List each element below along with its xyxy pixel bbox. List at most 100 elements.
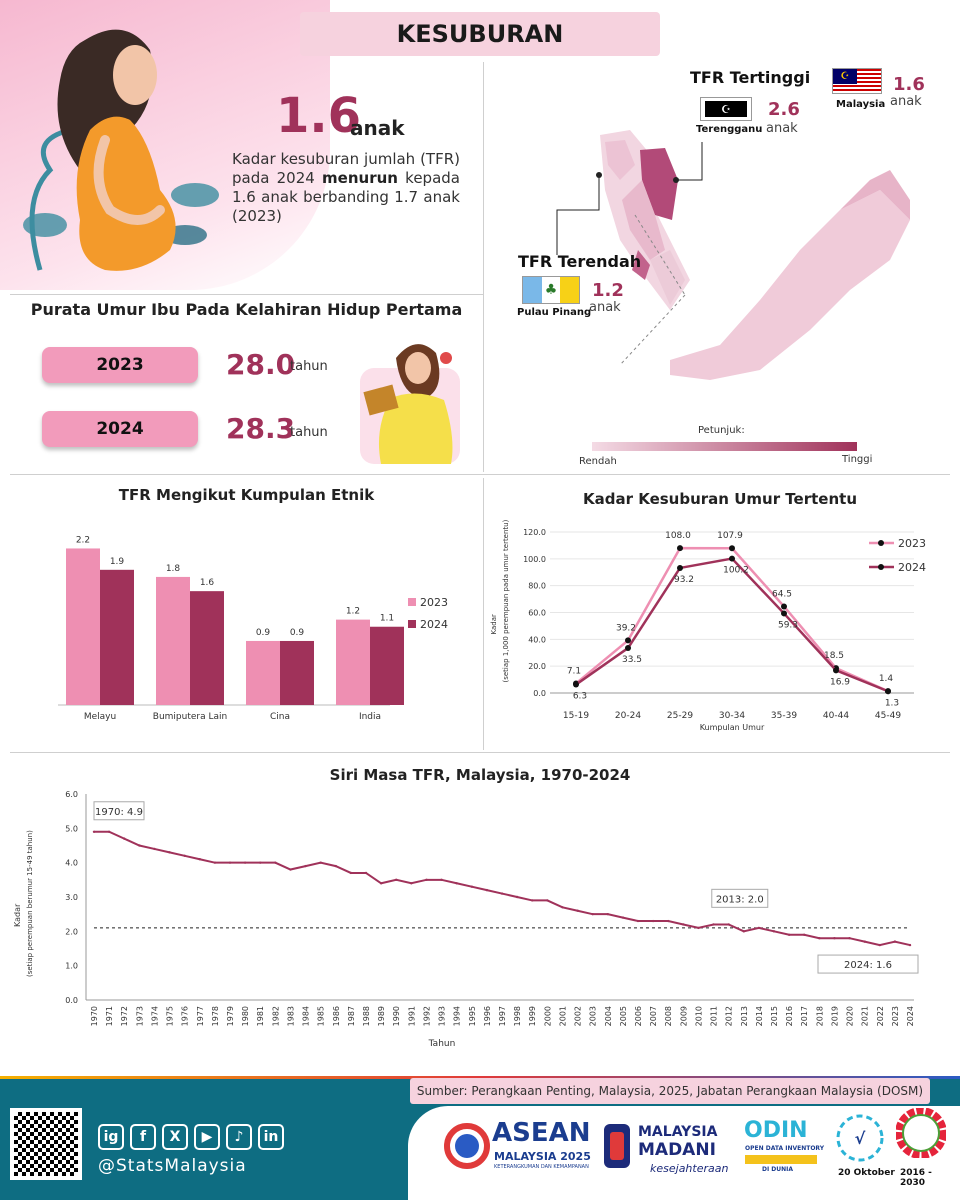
tiktok-icon[interactable]: ♪ <box>226 1124 252 1150</box>
age-unit-2024: tahun <box>290 425 328 440</box>
ts-point-2019 <box>833 937 836 940</box>
instagram-icon[interactable]: ig <box>98 1124 124 1150</box>
ts-point-1987 <box>349 871 353 875</box>
ts-xtick-1993: 1993 <box>438 1006 447 1026</box>
national-unit: anak <box>890 94 922 109</box>
divider-vertical-bottom <box>483 478 484 750</box>
highest-leader-line <box>673 142 703 183</box>
odin-logo-bar <box>745 1155 817 1164</box>
ts-annotation-box-0 <box>93 801 145 821</box>
national-label: Malaysia <box>836 99 886 110</box>
asfr-point-label-2024-6: 1.3 <box>885 698 899 708</box>
ethnic-chart-title: TFR Mengikut Kumpulan Etnik <box>118 486 375 504</box>
ts-point-2024 <box>908 943 912 947</box>
x-icon[interactable]: X <box>162 1124 188 1150</box>
ethnic-bar-2024-0 <box>100 569 134 705</box>
ts-point-2006 <box>636 919 640 923</box>
linkedin-icon[interactable]: in <box>258 1124 284 1150</box>
youtube-icon[interactable]: ▶ <box>194 1124 220 1150</box>
ts-point-1978 <box>213 861 217 864</box>
ts-point-1994 <box>455 882 458 885</box>
ts-point-1982 <box>274 861 277 864</box>
ts-y-axis-subtitle: (setiap perempuan berumur 15-49 tahun) <box>26 830 34 977</box>
pregnant-woman-illustration <box>23 29 219 271</box>
page-title: KESUBURAN <box>300 12 660 56</box>
ethnic-bar-2024-3 <box>370 626 404 705</box>
ts-point-1976 <box>183 854 186 857</box>
ts-xtick-1991: 1991 <box>407 1006 416 1026</box>
ts-xtick-1980: 1980 <box>241 1006 250 1026</box>
asfr-point-2024-6 <box>885 688 891 695</box>
legend-gradient <box>592 442 857 451</box>
asfr-point-label-2024-0: 6.3 <box>573 692 587 702</box>
asfr-xtick-0: 15-19 <box>563 711 589 721</box>
ts-point-2017 <box>803 933 806 936</box>
facebook-icon[interactable]: f <box>130 1124 156 1150</box>
ts-xtick-2022: 2022 <box>876 1006 885 1026</box>
ts-xtick-1977: 1977 <box>196 1006 205 1026</box>
asfr-y-axis-subtitle: (setiap 1,000 perempuan pada umur terten… <box>502 520 510 683</box>
ts-point-1983 <box>289 868 292 871</box>
asfr-point-2024-4 <box>781 610 787 617</box>
mother-age-title: Purata Umur Ibu Pada Kelahiran Hidup Per… <box>30 300 463 319</box>
ts-xtick-1970: 1970 <box>90 1006 99 1026</box>
odin-logo-text: ODIN <box>744 1118 808 1143</box>
ts-point-2018 <box>818 937 821 940</box>
ethnic-legend-swatch-2023 <box>408 598 416 606</box>
ts-point-1972 <box>123 837 126 840</box>
age-value-2024: 28.3 <box>226 412 296 445</box>
asfr-point-label-2023-2: 108.0 <box>665 531 691 541</box>
ts-xtick-1981: 1981 <box>256 1006 265 1026</box>
ts-point-2022 <box>878 943 881 947</box>
ts-ytick-2: 2.0 <box>65 927 78 936</box>
ts-point-2013 <box>742 930 745 933</box>
social-icons: ig f X ▶ ♪ in <box>98 1124 284 1150</box>
asean-logo-tagline: KETERANGKUMAN DAN KEMAMPANAN <box>494 1164 589 1170</box>
ts-xtick-1973: 1973 <box>135 1006 144 1026</box>
ts-y-axis-title: Kadar <box>13 903 22 927</box>
ts-xtick-2002: 2002 <box>574 1006 583 1026</box>
ts-xtick-1998: 1998 <box>513 1006 522 1026</box>
asfr-point-label-2024-1: 33.5 <box>622 655 642 665</box>
madani-logo-text3: kesejahteraan <box>650 1162 729 1175</box>
ts-point-2002 <box>576 909 579 912</box>
hero-description: Kadar kesuburan jumlah (TFR) pada 2024 m… <box>232 150 460 226</box>
ethnic-bar-2023-1 <box>156 576 190 705</box>
ethnic-bar-2023-3 <box>336 619 370 705</box>
age-year-2023: 2023 <box>42 347 198 383</box>
social-handle[interactable]: @StatsMalaysia <box>98 1156 247 1176</box>
ts-xtick-1971: 1971 <box>105 1006 114 1026</box>
ts-point-2015 <box>772 930 776 933</box>
legend-low: Rendah <box>579 456 617 467</box>
asfr-point-2024-2 <box>677 564 683 571</box>
ts-point-1979 <box>228 861 232 864</box>
ts-annotation-box-2 <box>817 954 919 974</box>
svg-text:√: √ <box>855 1129 866 1148</box>
ethnic-bar-chart: 2.2 1.9 Melayu 1.8 1.6 Bumiputera Lain 0.9 0.9 C… <box>58 535 448 722</box>
qr-code[interactable] <box>10 1108 82 1180</box>
statistics-day-logo-icon: √ <box>836 1114 884 1162</box>
divider-lower <box>10 752 950 753</box>
ts-point-1971 <box>107 830 111 833</box>
ts-xtick-2018: 2018 <box>815 1006 824 1026</box>
ts-xtick-1984: 1984 <box>302 1006 311 1026</box>
asfr-point-2023-1 <box>625 637 631 644</box>
ethnic-bar-2023-2 <box>246 640 280 705</box>
ts-xtick-2000: 2000 <box>543 1006 552 1026</box>
logos-band <box>408 1106 960 1200</box>
asfr-ytick-6: 120.0 <box>523 528 546 537</box>
ts-point-1989 <box>379 882 383 885</box>
asfr-point-2024-5 <box>833 667 839 674</box>
asfr-point-label-2024-4: 59.3 <box>778 620 798 630</box>
ts-point-1997 <box>500 892 504 895</box>
ethnic-bar-label-2024-0: 1.9 <box>110 557 125 567</box>
ts-point-2008 <box>667 919 670 923</box>
ts-annotation-2: 2024: 1.6 <box>844 960 892 971</box>
ts-ytick-0: 0.0 <box>65 996 78 1005</box>
ts-xtick-2006: 2006 <box>634 1006 643 1026</box>
ts-annotation-box-1 <box>711 888 769 908</box>
ts-point-2023 <box>893 940 897 943</box>
ethnic-bar-label-2023-0: 2.2 <box>76 535 90 545</box>
ts-xtick-2017: 2017 <box>800 1006 809 1026</box>
asfr-point-2023-2 <box>677 545 683 552</box>
